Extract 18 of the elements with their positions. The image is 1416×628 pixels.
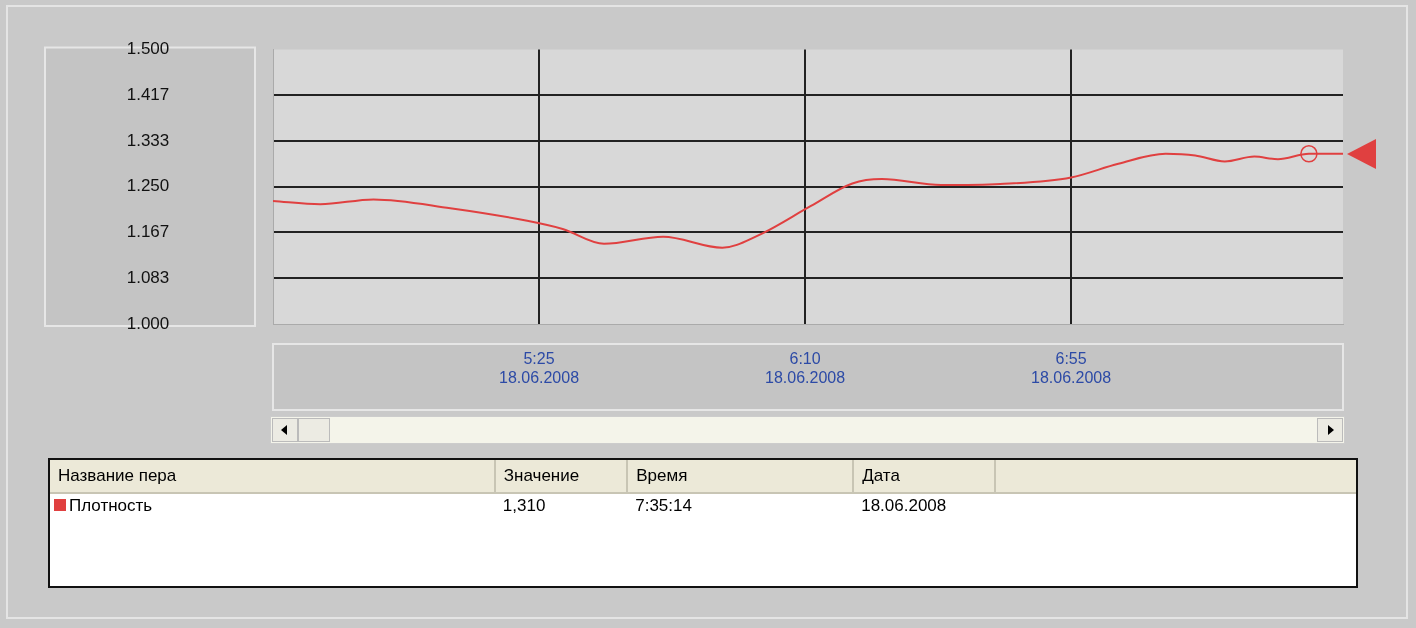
text: 18.06.2008 [860,495,948,517]
y-tick-label: 1.333 [126,130,170,150]
text: Значение [494,460,628,493]
y-tick-label: 1.000 [126,313,170,333]
y-tick-label: 1.250 [126,176,170,196]
text: Время [627,460,854,493]
text: 1,310 [501,495,547,517]
text: Дата [853,460,996,493]
y-tick-label: 1.167 [126,222,170,242]
y-tick-label: 1.417 [126,84,170,104]
x-tick-label: 6:55 18.06.2008 [1031,350,1112,387]
y-tick-label: 1.083 [126,267,170,287]
text: Название пера [50,460,495,493]
legend-label: Плотность [69,496,153,515]
x-tick-label: 6:10 18.06.2008 [765,350,846,387]
text: 7:35:14 [634,495,693,517]
x-tick-label: 5:25 18.06.2008 [498,350,580,387]
y-tick-label: 1.500 [126,39,170,59]
